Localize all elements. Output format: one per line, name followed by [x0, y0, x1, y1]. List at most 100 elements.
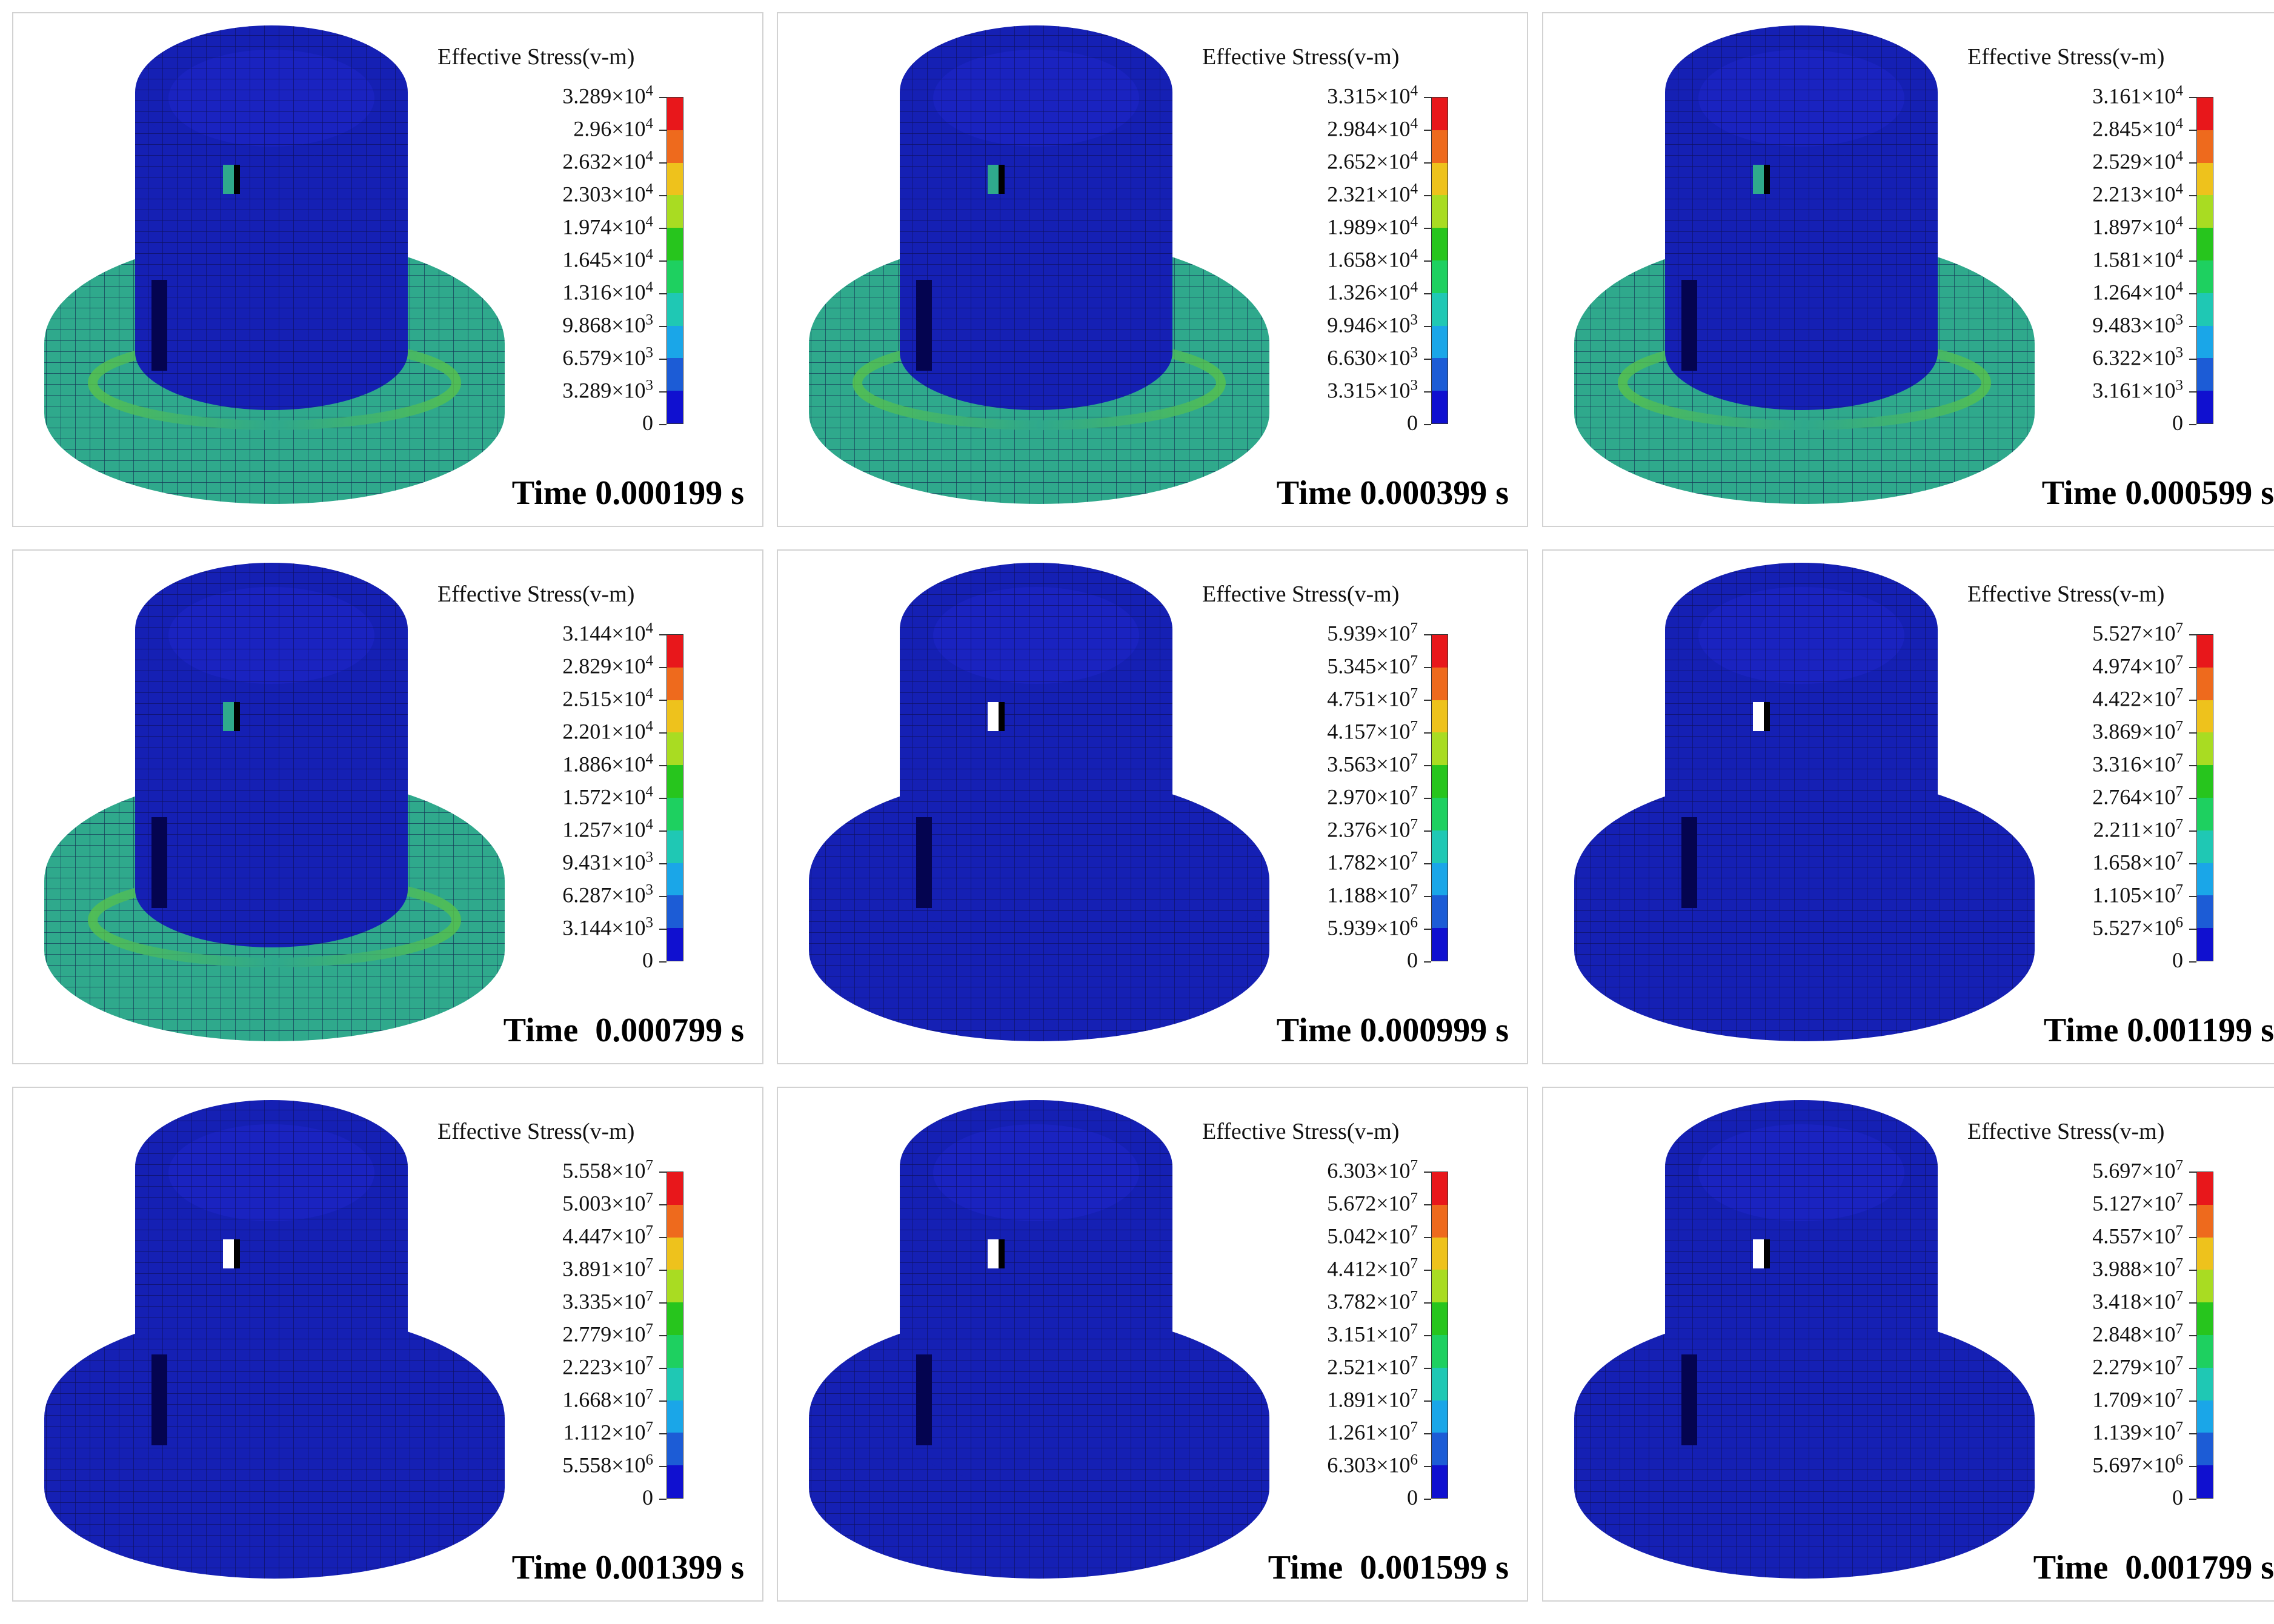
colorbar-tick-label: 1.257×104	[562, 816, 653, 842]
colorbar-segment	[2197, 1237, 2213, 1270]
colorbar-tick-label: 2.845×104	[2092, 115, 2183, 141]
colorbar-tick-mark	[1424, 1368, 1431, 1369]
colorbar-tick-label: 4.422×107	[2092, 685, 2183, 711]
colorbar-tick-mark	[1424, 961, 1431, 963]
colorbar-segment	[1432, 195, 1448, 228]
colorbar-tick-label: 5.697×107	[2092, 1157, 2183, 1183]
colorbar-tick-label: 3.151×107	[1327, 1321, 1418, 1347]
colorbar-tick-mark	[2189, 896, 2196, 897]
colorbar-tick-mark	[1424, 359, 1431, 360]
colorbar-tick-label: 6.287×103	[562, 881, 653, 907]
colorbar-segment	[1432, 325, 1448, 359]
colorbar-tick-mark	[659, 1172, 667, 1173]
colorbar-segment	[667, 928, 683, 961]
colorbar-tick-label: 5.939×107	[1327, 620, 1418, 646]
colorbar-tick-mark	[659, 1433, 667, 1434]
colorbar-tick-label: 2.970×107	[1327, 783, 1418, 809]
colorbar-tick-label: 1.891×107	[1327, 1386, 1418, 1412]
colorbar-tick-mark	[1424, 863, 1431, 864]
colorbar-tick-mark	[659, 667, 667, 668]
colorbar-segment	[667, 1172, 683, 1205]
colorbar-tick-mark	[2189, 1302, 2196, 1304]
colorbar-segment	[667, 1204, 683, 1238]
slot-cutout	[151, 280, 167, 371]
colorbar-tick-label: 1.112×107	[563, 1419, 653, 1445]
colorbar-tick-label: 6.322×103	[2092, 344, 2183, 370]
colorbar-segment	[2197, 635, 2213, 668]
colorbar-segment	[667, 260, 683, 293]
colorbar-tick-mark	[2189, 1335, 2196, 1336]
colorbar-tick-label: 1.188×107	[1327, 881, 1418, 907]
stress-panel: Effective Stress(v-m) 5.697×107 5.127×107 4…	[1542, 1087, 2274, 1602]
colorbar-segment	[667, 1367, 683, 1400]
colorbar-tick-label: 0	[2172, 410, 2183, 435]
colorbar-segment	[667, 1270, 683, 1303]
colorbar-tick-mark	[2189, 1237, 2196, 1238]
colorbar-segment	[667, 1400, 683, 1433]
slot-cutout	[916, 817, 932, 908]
colorbar-tick-mark	[659, 1368, 667, 1369]
legend-title: Effective Stress(v-m)	[437, 44, 635, 70]
colorbar-tick-label: 9.431×103	[562, 849, 653, 875]
colorbar-segment	[1432, 1433, 1448, 1466]
colorbar-tick-label: 5.558×106	[562, 1451, 653, 1477]
colorbar-segment	[1432, 765, 1448, 798]
stress-panel: Effective Stress(v-m) 3.144×104 2.829×104 2…	[12, 549, 763, 1064]
colorbar	[1431, 634, 1448, 961]
colorbar-tick-mark	[1424, 424, 1431, 425]
colorbar-tick-label: 1.264×104	[2092, 279, 2183, 305]
colorbar-segment	[1432, 1270, 1448, 1303]
colorbar-tick-label: 1.316×104	[562, 279, 653, 305]
colorbar-segment	[1432, 830, 1448, 863]
colorbar-tick-label: 1.139×107	[2092, 1419, 2183, 1445]
colorbar-tick-mark	[1424, 260, 1431, 262]
colorbar-tick-label: 0	[642, 1485, 653, 1510]
colorbar-segment	[1432, 228, 1448, 260]
colorbar-segment	[667, 667, 683, 700]
colorbar-tick-mark	[2189, 228, 2196, 229]
colorbar-tick-label: 2.213×104	[2092, 181, 2183, 207]
colorbar-tick-mark	[1424, 634, 1431, 635]
colorbar-segment	[2197, 391, 2213, 423]
colorbar-segment	[1432, 700, 1448, 733]
colorbar-tick-label: 3.144×103	[562, 914, 653, 940]
colorbar-tick-mark	[2189, 1368, 2196, 1369]
colorbar-segment	[1432, 391, 1448, 423]
colorbar-tick-label: 2.515×104	[562, 685, 653, 711]
colorbar-segment	[667, 358, 683, 391]
time-label: Time 0.000399 s	[1276, 474, 1509, 512]
colorbar-tick-label: 1.897×104	[2092, 213, 2183, 239]
colorbar-tick-label: 5.939×106	[1327, 914, 1418, 940]
colorbar-tick-mark	[1424, 228, 1431, 229]
colorbar-tick-mark	[659, 961, 667, 963]
time-label: Time 0.001599 s	[1268, 1549, 1509, 1586]
colorbar	[2196, 634, 2213, 961]
colorbar-segment	[667, 1237, 683, 1270]
colorbar-tick-mark	[659, 326, 667, 327]
colorbar-segment	[2197, 1433, 2213, 1466]
colorbar-segment	[2197, 1334, 2213, 1368]
colorbar-tick-mark	[1424, 1204, 1431, 1205]
fem-model-view	[809, 563, 1269, 1041]
colorbar-tick-label: 2.632×104	[562, 148, 653, 174]
colorbar-tick-label: 5.672×107	[1327, 1190, 1418, 1216]
colorbar-segment	[2197, 1172, 2213, 1205]
colorbar-tick-mark	[2189, 359, 2196, 360]
colorbar-tick-label: 6.303×107	[1327, 1157, 1418, 1183]
legend-title: Effective Stress(v-m)	[1202, 44, 1400, 70]
colorbar-tick-mark	[659, 863, 667, 864]
colorbar-tick-mark	[2189, 700, 2196, 701]
colorbar-tick-mark	[659, 700, 667, 701]
colorbar-tick-label: 5.345×107	[1327, 652, 1418, 678]
colorbar-tick-label: 1.989×104	[1327, 213, 1418, 239]
colorbar-segment	[2197, 1302, 2213, 1335]
colorbar-segment	[1432, 895, 1448, 929]
colorbar-tick-label: 4.751×107	[1327, 685, 1418, 711]
colorbar-tick-mark	[1424, 293, 1431, 294]
colorbar-segment	[1432, 863, 1448, 896]
colorbar-tick-mark	[1424, 929, 1431, 930]
colorbar-segment	[667, 391, 683, 423]
colorbar-tick-mark	[1424, 896, 1431, 897]
colorbar-tick-label: 3.315×103	[1327, 377, 1418, 403]
colorbar-tick-label: 2.829×104	[562, 652, 653, 678]
